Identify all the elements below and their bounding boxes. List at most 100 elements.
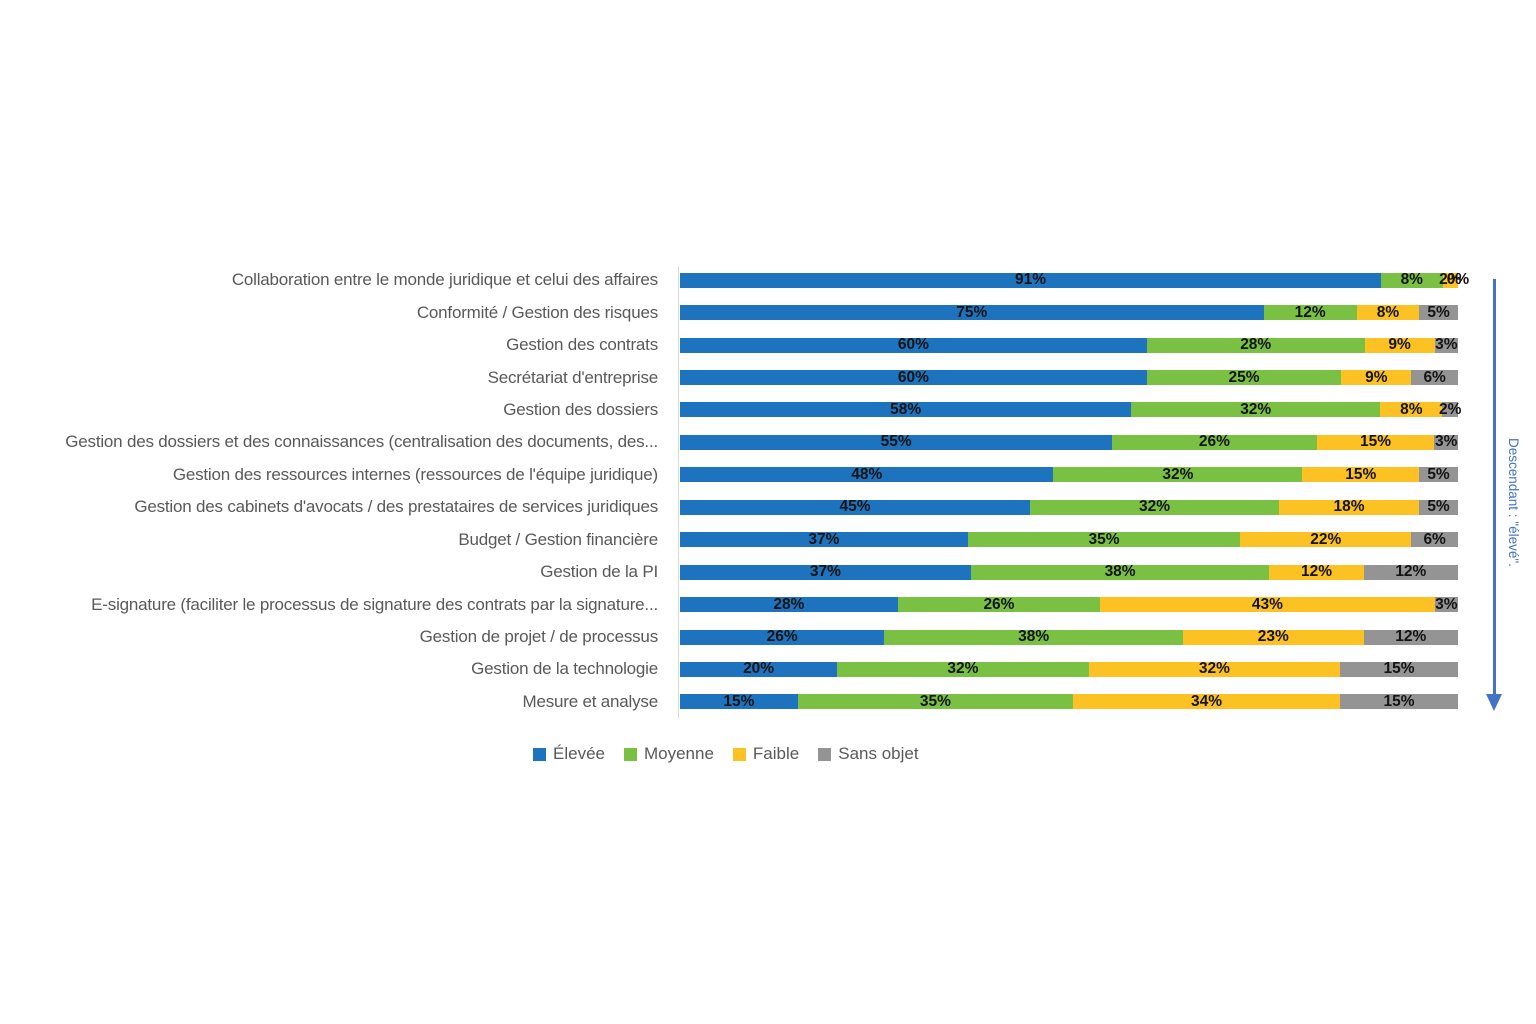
value-label: 34% [1191,692,1223,710]
bar-segment-moyenne: 35% [797,693,1073,710]
legend-item-elevee: Élevée [533,744,605,764]
bar-row: Gestion des dossiers et des connaissance… [0,426,1458,458]
category-label: Gestion des ressources internes (ressour… [172,464,658,484]
stacked-bar: 20% 32% 32% 15% [680,660,1458,678]
value-label: 28% [1240,336,1272,354]
bar-segment-faible: 9% [1364,336,1435,354]
value-label: 2% [1438,400,1462,418]
category-label: Conformité / Gestion des risques [416,302,658,322]
bar-segment-faible: 12% [1269,563,1364,581]
legend-swatch-faible-icon [732,747,746,761]
legend-swatch-elevee-icon [533,747,546,761]
legend-label-elevee: Élevée [553,744,605,763]
bar-segment-moyenne: 28% [1146,336,1365,354]
value-label: 75% [956,303,988,321]
bar-segment-elevee: 45% [680,498,1031,515]
bar-segment-faible: 2% [1439,271,1461,288]
category-label: Gestion de projet / de processus [419,627,659,647]
stacked-bar: 91% 8% 2% 0% [680,271,1469,289]
stacked-bar: 55% 26% 15% 3% [680,433,1458,451]
bar-segment-elevee: 26% [680,628,885,646]
bar-segment-elevee: 58% [680,400,1132,418]
chart-rows: Collaboration entre le monde juridique e… [0,264,1469,718]
category-label: Gestion de la PI [540,562,658,582]
value-label: 15% [1345,465,1377,483]
value-label: 0% [1446,271,1470,289]
value-label: 12% [1395,563,1427,581]
value-label: 12% [1395,628,1427,646]
value-label: 12% [1294,303,1326,321]
bar-segment-sans-objet: 15% [1340,660,1458,678]
value-label: 37% [808,530,840,548]
bar-segment-moyenne: 35% [967,530,1241,548]
bar-row: Mesure et analyse 15% 35% 34% 15% [0,686,1458,718]
bar-row: Secrétariat d'entreprise 60% 25% 9% 6% [0,361,1458,393]
value-label: 5% [1427,498,1450,516]
bar-segment-sans-objet: 12% [1363,628,1458,646]
value-label: 8% [1400,271,1423,289]
bar-row: Gestion des dossiers 58% 32% 8% 2% [0,394,1462,426]
bar-segment-elevee: 91% [680,271,1381,288]
value-label: 6% [1423,530,1446,548]
value-label: 3% [1435,336,1458,354]
bar-row: Gestion des ressources internes (ressour… [0,459,1458,491]
value-label: 35% [1088,530,1120,548]
bar-row: Conformité / Gestion des risques 75% 12% 8%… [0,296,1458,328]
bar-segment-sans-objet: 3% [1434,336,1458,354]
legend-item-moyenne: Moyenne [623,744,714,764]
category-label: Mesure et analyse [522,691,658,711]
bar-row: Gestion de projet / de processus 26% 38% 23… [0,621,1458,653]
value-label: 5% [1427,303,1450,321]
value-label: 60% [897,368,929,386]
descending-arrow-head-icon [1486,694,1502,711]
bar-segment-elevee: 37% [680,563,971,580]
bar-row: E-signature (faciliter le processus de s… [0,588,1458,620]
value-label: 15% [1383,660,1415,678]
stacked-bar: 15% 35% 34% 15% [680,692,1458,710]
stacked-bar: 28% 26% 43% 3% [680,595,1458,613]
bar-segment-faible: 32% [1088,660,1341,677]
descending-arrow [1493,279,1496,695]
stacked-bar: 60% 28% 9% 3% [680,336,1458,354]
bar-segment-sans-objet: 6% [1411,369,1458,386]
value-label: 8% [1400,400,1423,418]
stacked-bar: 60% 25% 9% 6% [680,368,1458,386]
value-label: 3% [1434,433,1458,451]
bar-segment-moyenne: 32% [837,660,1089,677]
value-label: 26% [1198,433,1230,451]
bar-segment-moyenne: 8% [1380,271,1443,289]
bar-segment-moyenne: 26% [1112,433,1317,451]
value-label: 26% [766,628,798,646]
stacked-bar: 58% 32% 8% 2% [680,400,1462,418]
bar-row: Gestion des contrats 60% 28% 9% 3% [0,329,1458,361]
value-label: 12% [1301,563,1333,581]
bar-segment-moyenne: 32% [1030,498,1280,515]
value-label: 32% [1240,400,1272,418]
bar-segment-faible: 23% [1182,628,1364,645]
value-label: 55% [880,433,912,451]
value-label: 3% [1435,595,1458,613]
value-label: 9% [1365,368,1388,386]
bar-row: Gestion de la PI 37% 38% 12% 12% [0,556,1458,588]
bar-segment-elevee: 55% [680,433,1113,451]
value-label: 38% [1104,563,1136,581]
value-label: 9% [1388,336,1411,354]
category-label: Collaboration entre le monde juridique e… [231,270,658,290]
bar-segment-faible: 43% [1100,596,1435,613]
legend-label-moyenne: Moyenne [643,744,714,763]
value-label: 26% [983,595,1015,613]
legend-label-faible: Faible [752,744,800,763]
bar-segment-sans-objet: 15% [1340,693,1458,710]
bar-segment-moyenne: 38% [884,628,1183,646]
value-label: 20% [743,660,775,678]
value-label: 38% [1018,628,1050,646]
bar-segment-elevee: 28% [680,596,898,613]
legend: Élevée Moyenne Faible Sans objet [533,744,919,764]
bar-segment-sans-objet: 12% [1363,563,1458,581]
category-label: Secrétariat d'entreprise [487,367,659,387]
value-label: 5% [1427,465,1450,483]
value-label: 58% [890,400,922,418]
bar-segment-moyenne: 25% [1146,369,1342,386]
bar-segment-sans-objet: 5% [1419,465,1458,483]
bar-segment-moyenne: 38% [970,563,1270,581]
